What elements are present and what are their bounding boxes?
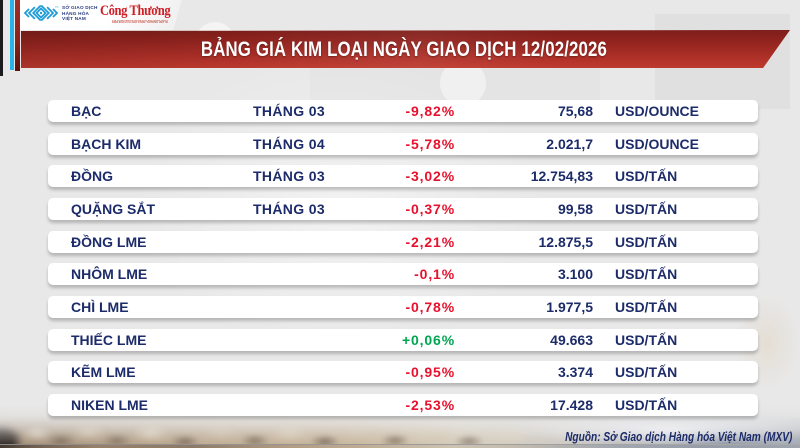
svg-text:TM: TM xyxy=(55,7,58,9)
